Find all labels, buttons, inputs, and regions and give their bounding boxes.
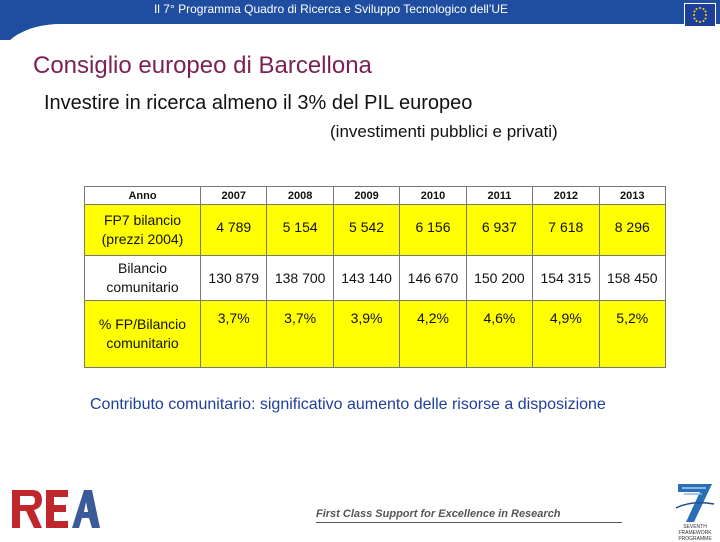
footer-divider <box>316 522 622 523</box>
table-cell: 143 140 <box>332 254 401 302</box>
row-label-line: (prezzi 2004) <box>101 230 184 247</box>
table-cell: 3,7% <box>199 300 268 368</box>
fp7-caption-line: SEVENTH FRAMEWORK <box>678 524 712 536</box>
header-curve <box>0 24 720 64</box>
fp7-caption: SEVENTH FRAMEWORK PROGRAMME <box>670 524 720 542</box>
table-cell: 5 154 <box>266 204 334 256</box>
table-cell: 5 542 <box>332 204 401 256</box>
table-header-row: Anno 2007 2008 2009 2010 2011 2012 2013 <box>84 185 667 206</box>
table-cell: 150 200 <box>465 254 534 302</box>
year-header: 2012 <box>532 185 600 206</box>
table-cell: 6 156 <box>399 204 467 256</box>
year-header: 2009 <box>332 185 401 206</box>
year-header: 2011 <box>465 185 534 206</box>
subtitle-note: (investimenti pubblici e privati) <box>330 122 558 141</box>
subtitle: Investire in ricerca almeno il 3% del PI… <box>44 92 473 114</box>
year-header-label: Anno <box>84 185 201 206</box>
table-row: Bilancio comunitario 130 879 138 700 143… <box>84 254 667 302</box>
year-header: 2013 <box>598 185 667 206</box>
table-cell: 3,7% <box>266 300 334 368</box>
contribution-note: Contributo comunitario: significativo au… <box>90 396 606 413</box>
eu-flag-icon <box>684 3 716 27</box>
row-label: FP7 bilancio (prezzi 2004) <box>84 204 201 256</box>
table-cell: 5,2% <box>598 300 667 368</box>
fp7-caption-line: PROGRAMME <box>678 536 712 542</box>
row-label: Bilancio comunitario <box>84 254 201 302</box>
table-cell: 3,9% <box>332 300 401 368</box>
table-cell: 6 937 <box>465 204 534 256</box>
row-label-line: Bilancio <box>117 259 168 276</box>
header-text: Il 7° Programma Quadro di Ricerca e Svil… <box>153 2 509 16</box>
table-cell: 130 879 <box>199 254 268 302</box>
budget-table: Anno 2007 2008 2009 2010 2011 2012 2013 … <box>84 185 667 368</box>
table-cell: 158 450 <box>598 254 667 302</box>
table-cell: 7 618 <box>532 204 600 256</box>
year-header: 2007 <box>199 185 268 206</box>
table-cell: 138 700 <box>266 254 334 302</box>
row-label-line: % FP/Bilancio <box>98 316 187 333</box>
table-cell: 4 789 <box>199 204 268 256</box>
row-label-line: comunitario <box>106 335 179 352</box>
table-cell: 8 296 <box>598 204 667 256</box>
table-row: % FP/Bilancio comunitario 3,7% 3,7% 3,9%… <box>84 300 667 368</box>
fp7-logo <box>672 478 718 536</box>
rea-logo <box>8 486 100 532</box>
row-label-line: FP7 bilancio <box>103 211 182 228</box>
table-cell: 146 670 <box>399 254 467 302</box>
page-title: Consiglio europeo di Barcellona <box>33 52 372 79</box>
table-row: FP7 bilancio (prezzi 2004) 4 789 5 154 5… <box>84 204 667 256</box>
table-cell: 154 315 <box>532 254 600 302</box>
table-cell: 4,2% <box>399 300 467 368</box>
row-label-line: comunitario <box>106 278 179 295</box>
row-label: % FP/Bilancio comunitario <box>84 300 201 368</box>
year-header: 2008 <box>266 185 334 206</box>
year-header: 2010 <box>399 185 467 206</box>
footer-tagline: First Class Support for Excellence in Re… <box>316 508 561 520</box>
table-cell: 4,6% <box>465 300 534 368</box>
table-cell: 4,9% <box>532 300 600 368</box>
